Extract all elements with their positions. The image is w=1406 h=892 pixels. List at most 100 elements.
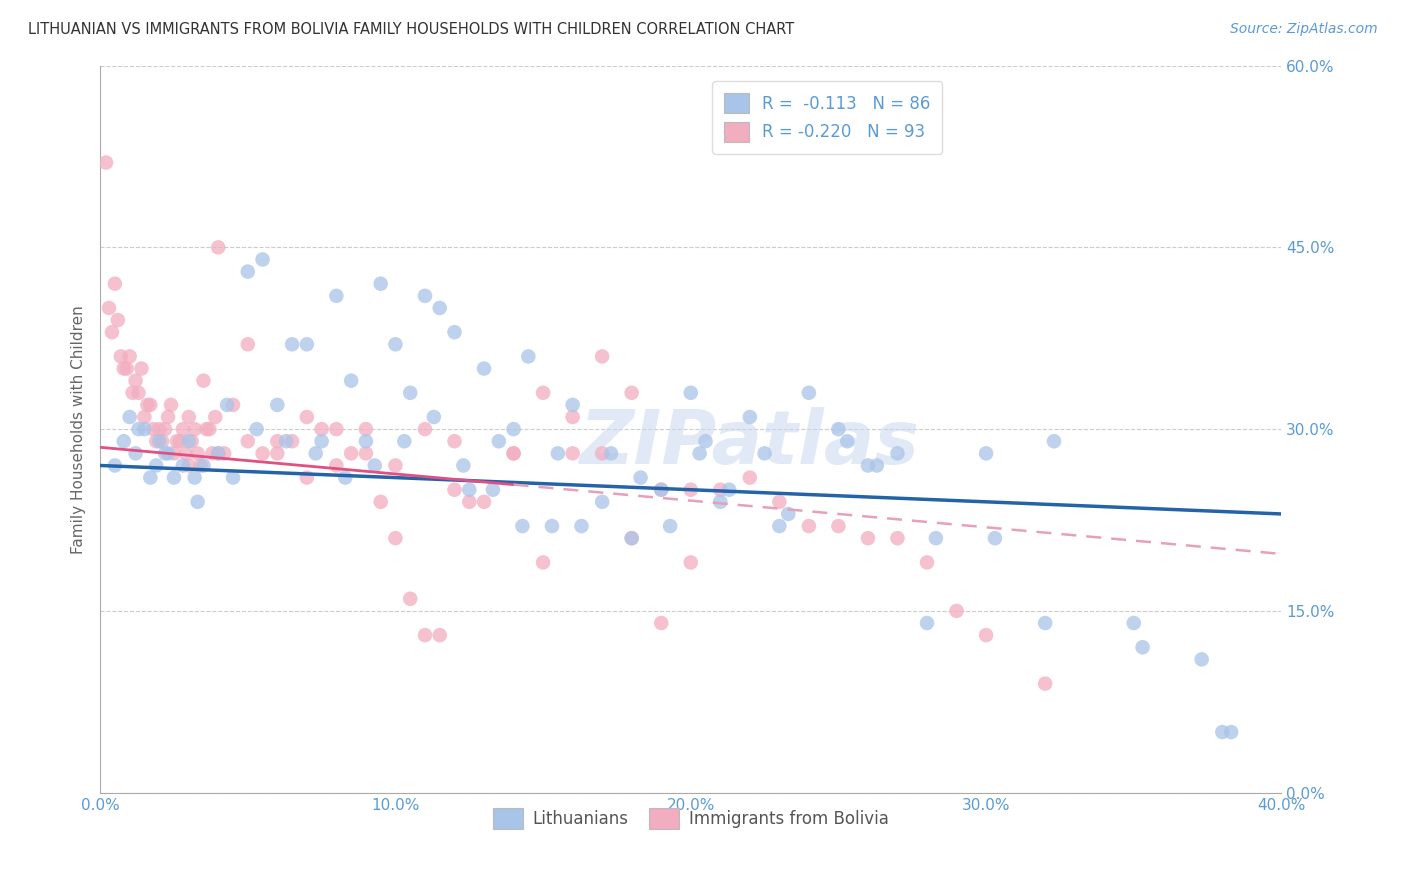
Point	[738, 409, 761, 424]
Point	[335, 470, 357, 484]
Point	[472, 495, 495, 509]
Point	[101, 325, 124, 339]
Point	[222, 470, 245, 484]
Point	[187, 446, 209, 460]
Point	[281, 337, 304, 351]
Point	[252, 446, 274, 460]
Point	[856, 458, 879, 473]
Point	[443, 325, 465, 339]
Point	[517, 350, 540, 364]
Point	[591, 495, 613, 509]
Point	[718, 483, 741, 497]
Point	[512, 519, 534, 533]
Point	[207, 446, 229, 460]
Point	[174, 446, 197, 460]
Point	[399, 385, 422, 400]
Point	[193, 374, 215, 388]
Text: Source: ZipAtlas.com: Source: ZipAtlas.com	[1230, 22, 1378, 37]
Point	[364, 458, 387, 473]
Point	[1043, 434, 1066, 449]
Point	[827, 519, 849, 533]
Point	[413, 289, 436, 303]
Point	[1122, 615, 1144, 630]
Point	[561, 398, 583, 412]
Point	[153, 446, 176, 460]
Point	[561, 409, 583, 424]
Point	[204, 409, 226, 424]
Point	[160, 398, 183, 412]
Point	[1033, 615, 1056, 630]
Point	[502, 446, 524, 460]
Point	[148, 434, 170, 449]
Point	[915, 615, 938, 630]
Point	[252, 252, 274, 267]
Point	[689, 446, 711, 460]
Point	[266, 434, 288, 449]
Point	[458, 495, 481, 509]
Point	[384, 531, 406, 545]
Point	[198, 422, 221, 436]
Point	[145, 434, 167, 449]
Point	[139, 470, 162, 484]
Point	[650, 483, 672, 497]
Point	[236, 264, 259, 278]
Point	[295, 409, 318, 424]
Point	[190, 458, 212, 473]
Point	[148, 422, 170, 436]
Point	[246, 422, 269, 436]
Point	[325, 289, 347, 303]
Point	[488, 434, 510, 449]
Point	[394, 434, 416, 449]
Point	[124, 374, 146, 388]
Point	[150, 434, 173, 449]
Point	[945, 604, 967, 618]
Point	[163, 446, 186, 460]
Point	[591, 350, 613, 364]
Point	[195, 422, 218, 436]
Point	[142, 422, 165, 436]
Point	[236, 337, 259, 351]
Point	[163, 470, 186, 484]
Point	[600, 446, 623, 460]
Point	[709, 483, 731, 497]
Point	[134, 422, 156, 436]
Point	[325, 458, 347, 473]
Point	[778, 507, 800, 521]
Point	[738, 470, 761, 484]
Point	[325, 422, 347, 436]
Point	[413, 422, 436, 436]
Point	[1033, 676, 1056, 690]
Point	[177, 458, 200, 473]
Point	[121, 385, 143, 400]
Point	[340, 446, 363, 460]
Text: LITHUANIAN VS IMMIGRANTS FROM BOLIVIA FAMILY HOUSEHOLDS WITH CHILDREN CORRELATIO: LITHUANIAN VS IMMIGRANTS FROM BOLIVIA FA…	[28, 22, 794, 37]
Point	[128, 422, 150, 436]
Point	[311, 422, 333, 436]
Point	[827, 422, 849, 436]
Point	[659, 519, 682, 533]
Point	[502, 422, 524, 436]
Point	[502, 446, 524, 460]
Point	[276, 434, 298, 449]
Point	[201, 446, 224, 460]
Point	[679, 385, 702, 400]
Point	[472, 361, 495, 376]
Point	[531, 385, 554, 400]
Point	[183, 470, 205, 484]
Point	[886, 446, 908, 460]
Point	[541, 519, 564, 533]
Point	[131, 361, 153, 376]
Point	[925, 531, 948, 545]
Point	[266, 398, 288, 412]
Legend: Lithuanians, Immigrants from Bolivia: Lithuanians, Immigrants from Bolivia	[486, 802, 896, 835]
Point	[112, 434, 135, 449]
Point	[180, 434, 202, 449]
Point	[443, 483, 465, 497]
Point	[340, 374, 363, 388]
Point	[157, 409, 180, 424]
Point	[384, 458, 406, 473]
Point	[311, 434, 333, 449]
Point	[974, 628, 997, 642]
Point	[128, 385, 150, 400]
Point	[115, 361, 138, 376]
